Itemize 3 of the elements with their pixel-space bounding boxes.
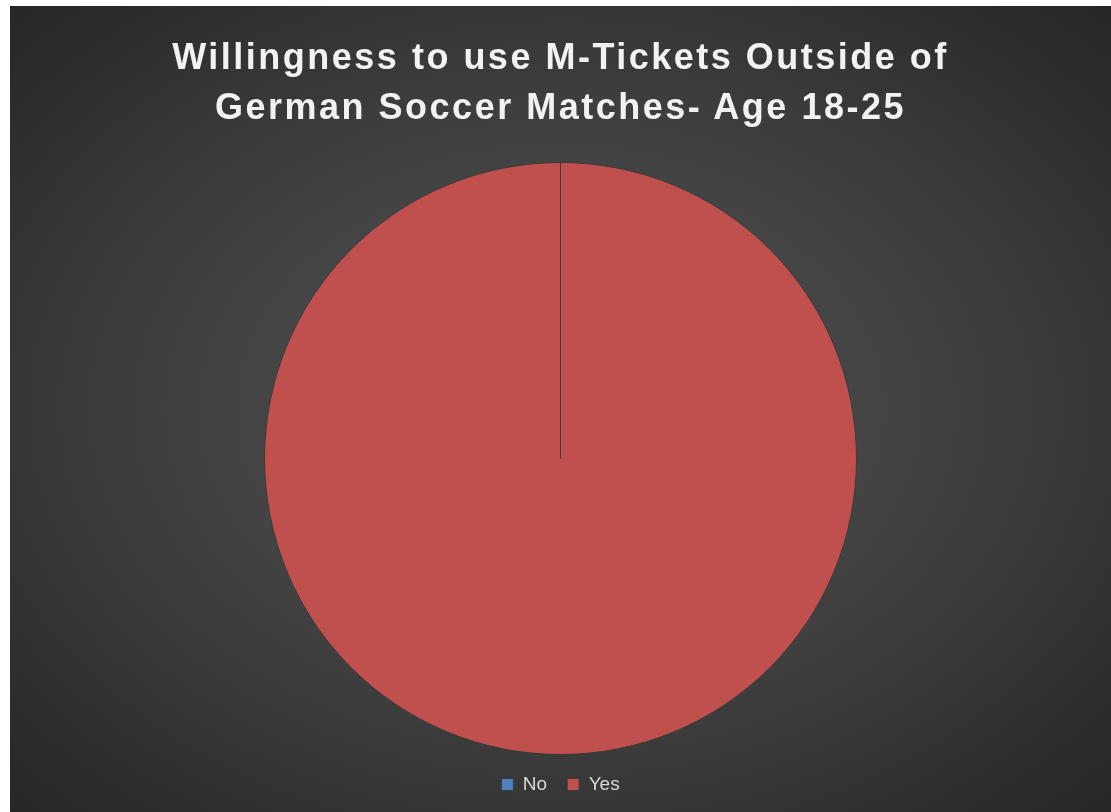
- legend-label: Yes: [588, 772, 620, 794]
- legend-label: No: [522, 772, 548, 794]
- chart-title: Willingness to use M-Tickets Outside of German Soccer Matches- Age 18-25: [171, 35, 950, 129]
